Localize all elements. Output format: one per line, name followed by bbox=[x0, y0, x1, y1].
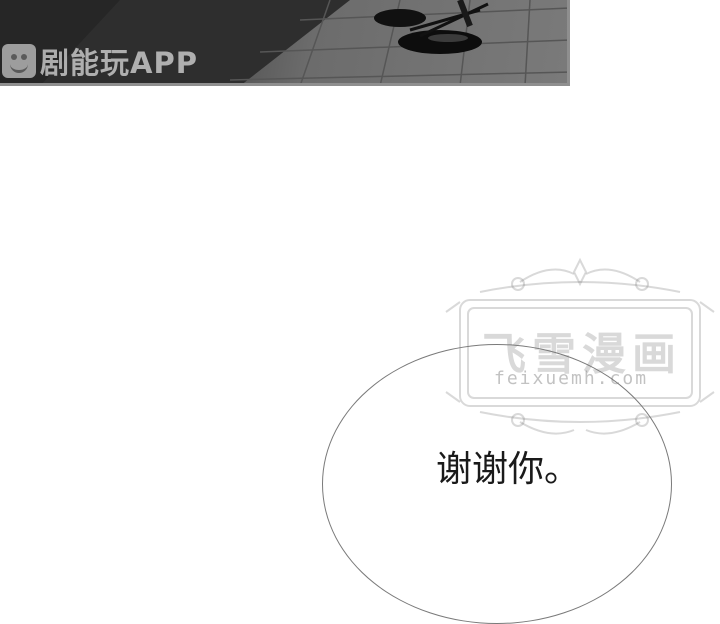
top-photo-panel: 剧能玩APP bbox=[0, 0, 570, 86]
app-watermark: 剧能玩APP bbox=[2, 42, 198, 80]
smiley-film-icon bbox=[2, 44, 36, 78]
pavement-photo bbox=[0, 0, 567, 83]
dialogue-text: 谢谢你。 bbox=[436, 449, 581, 490]
app-watermark-name: 剧能玩APP bbox=[40, 46, 198, 80]
